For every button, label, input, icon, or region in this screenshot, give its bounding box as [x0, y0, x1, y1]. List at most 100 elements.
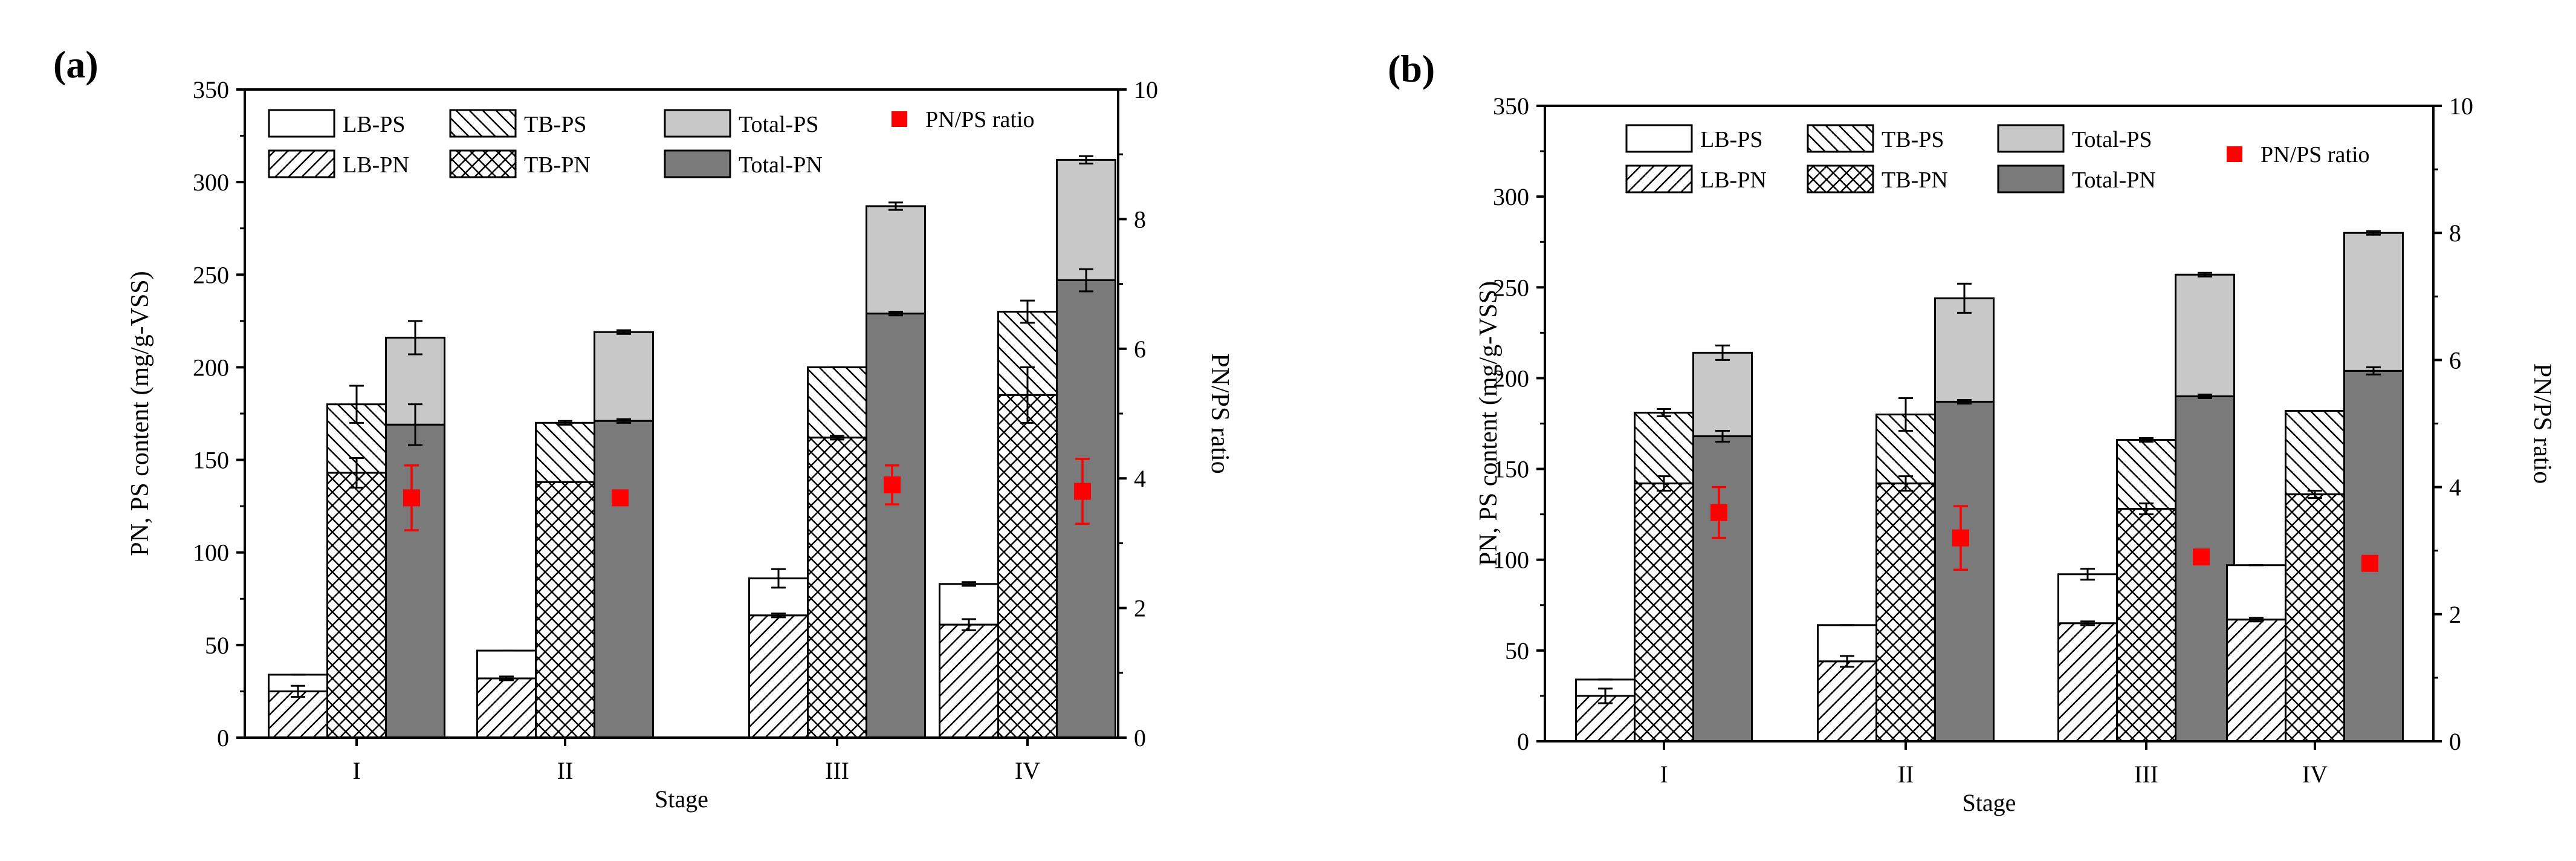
y-tick-label: 200: [193, 354, 229, 381]
legend-swatch: [268, 149, 335, 178]
bar-total-pn: [1692, 435, 1753, 742]
ratio-point: [1074, 482, 1091, 500]
y-tick-label: 150: [193, 447, 229, 474]
x-tick-label: IV: [1015, 757, 1040, 784]
y-tick-label: 300: [193, 169, 229, 196]
legend-swatch: [268, 109, 335, 138]
bar-lb-pn: [268, 690, 328, 739]
bar-tb-pn: [997, 394, 1058, 739]
plot-area: I II III IV: [268, 155, 1116, 784]
bar-tb-ps: [2116, 439, 2176, 510]
bar-total-ps: [1056, 158, 1116, 281]
legend-label: PN/PS ratio: [2260, 142, 2370, 167]
legend-label: Total-PN: [739, 152, 823, 178]
y-axis-label: PN, PS content (mg/g-VSS): [126, 271, 154, 556]
bar-tb-ps: [1634, 411, 1694, 485]
panel-label: (b): [1388, 47, 1435, 90]
y-tick-label: 150: [1493, 456, 1529, 483]
bar-total-ps: [1934, 297, 1995, 403]
bar-total-ps: [2343, 232, 2404, 372]
y2-axis-label: PN/PS ratio: [2528, 363, 2556, 484]
bar-total-pn: [866, 313, 926, 739]
x-tick-label: II: [557, 757, 574, 784]
bar-tb-pn: [2116, 508, 2176, 742]
legend-label: LB-PN: [343, 152, 409, 178]
legend-swatch: [449, 109, 517, 138]
y2-tick-label: 4: [2449, 474, 2461, 501]
legend-label: Total-PN: [2072, 167, 2156, 193]
y2-tick-label: 8: [2449, 219, 2461, 247]
x-tick-label: III: [825, 757, 849, 784]
ratio-point: [884, 476, 901, 493]
y-axis-label: PN, PS content (mg/g-VSS): [1475, 281, 1503, 566]
ratio-point: [1710, 504, 1727, 521]
y-tick-label: 0: [217, 724, 229, 752]
bar-tb-pn: [1875, 482, 1936, 742]
legend-label: PN/PS ratio: [925, 107, 1035, 132]
bar-lb-ps: [939, 583, 999, 626]
bar-total-ps: [1692, 351, 1753, 438]
legend-label: LB-PS: [343, 112, 405, 137]
legend-swatch: [1807, 124, 1874, 153]
legend-label: TB-PN: [524, 152, 591, 178]
legend-swatch: [664, 149, 731, 178]
bar-total-ps: [594, 331, 654, 422]
legend-swatch: [1625, 124, 1693, 153]
bar-lb-pn: [476, 677, 537, 739]
legend-label: LB-PN: [1700, 167, 1767, 193]
bar-lb-pn: [2057, 622, 2118, 742]
bar-total-pn: [1934, 400, 1995, 742]
bar-total-pn: [1056, 279, 1116, 739]
y-tick-label: 0: [1517, 728, 1529, 755]
y-tick-label: 100: [193, 539, 229, 567]
bar-tb-pn: [1634, 482, 1694, 742]
bar-lb-ps: [2057, 573, 2118, 625]
x-tick-label: IV: [2302, 761, 2328, 788]
y-tick-label: 50: [1505, 637, 1529, 664]
bar-lb-ps: [2226, 564, 2286, 621]
y-tick-label: 250: [193, 261, 229, 288]
y2-tick-label: 10: [2449, 93, 2473, 120]
chart-panel-a: I II III IV0501001502002503003500246810PN, …: [53, 43, 1234, 813]
x-tick-label: III: [2134, 761, 2158, 788]
y2-tick-label: 6: [2449, 346, 2461, 374]
bar-tb-pn: [535, 481, 595, 739]
plot-area: I II III IV: [1575, 230, 2404, 788]
ratio-point: [612, 489, 629, 507]
legend-label: Total-PS: [739, 112, 818, 137]
bar-tb-pn: [2285, 493, 2345, 742]
y-tick-label: 300: [1493, 183, 1529, 210]
x-axis-label: Stage: [655, 785, 708, 813]
x-axis-label: Stage: [1963, 789, 2016, 816]
bar-total-pn: [594, 420, 654, 739]
legend-swatch: [449, 149, 517, 178]
bar-lb-pn: [1817, 660, 1877, 742]
y-tick-label: 250: [1493, 274, 1529, 301]
panel-label: (a): [53, 43, 99, 86]
legend-label: LB-PS: [1700, 127, 1762, 152]
y-tick-label: 100: [1493, 547, 1529, 574]
legend-label: TB-PS: [1882, 127, 1944, 152]
bar-total-pn: [2175, 395, 2235, 742]
bar-tb-ps: [535, 421, 595, 483]
y2-tick-label: 8: [1134, 206, 1146, 233]
legend-swatch: [664, 109, 731, 138]
y2-tick-label: 0: [2449, 728, 2461, 755]
bar-total-ps: [2175, 273, 2235, 397]
legend-label: Total-PS: [2072, 127, 2152, 152]
bar-tb-ps: [2285, 409, 2345, 496]
bar-tb-pn: [326, 472, 387, 739]
y2-tick-label: 6: [1134, 336, 1146, 363]
y-tick-label: 350: [193, 76, 229, 103]
legend-label: TB-PN: [1882, 167, 1948, 193]
bar-lb-ps: [476, 649, 537, 680]
bar-tb-pn: [807, 437, 867, 739]
bar-total-pn: [385, 423, 445, 739]
legend-swatch: [1807, 164, 1874, 193]
y2-axis-label: PN/PS ratio: [1206, 353, 1234, 474]
bar-lb-pn: [2226, 619, 2286, 742]
x-tick-label: I: [352, 757, 360, 784]
legend-swatch: [1997, 164, 2065, 193]
ratio-point: [2361, 554, 2378, 572]
y2-tick-label: 2: [1134, 595, 1146, 622]
